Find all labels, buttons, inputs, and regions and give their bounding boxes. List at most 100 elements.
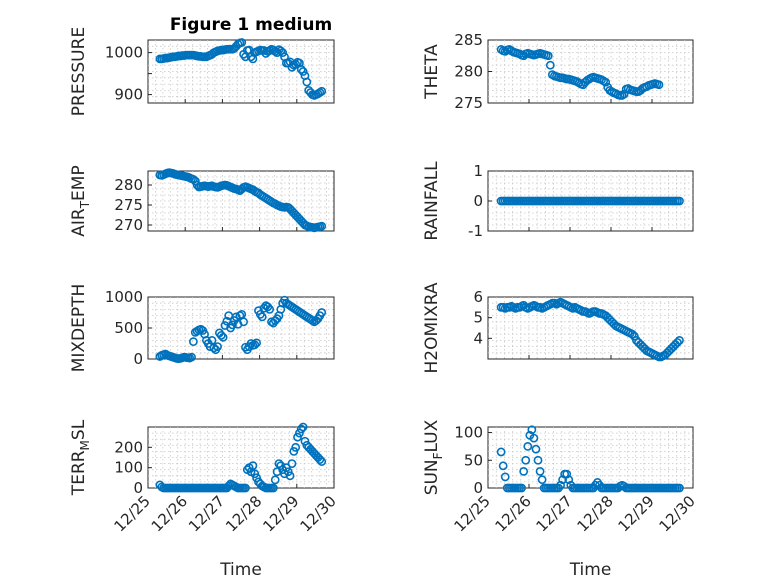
y-axis-label: THETA (422, 44, 442, 100)
data-point (293, 432, 302, 442)
data-point (675, 335, 684, 345)
y-tick-label: 1000 (105, 288, 143, 306)
series-markers (155, 422, 327, 493)
axes-box (487, 426, 694, 489)
x-tick-label: 12/25 (451, 492, 494, 535)
series-markers (496, 196, 684, 206)
y-tick-label: 0 (133, 479, 143, 497)
data-point (283, 467, 293, 477)
data-point (543, 51, 553, 61)
data-point (317, 457, 327, 466)
x-tick-label: 12/26 (492, 492, 535, 535)
y-tick-label: 900 (114, 86, 143, 104)
data-point (298, 422, 308, 432)
data-point (252, 473, 262, 483)
y-tick-label: 5 (473, 309, 483, 327)
data-point (302, 77, 312, 87)
data-point (529, 433, 539, 443)
y-tick-label: 0 (473, 192, 483, 210)
data-point (278, 48, 288, 57)
data-point (298, 67, 308, 76)
data-point (209, 343, 219, 353)
y-tick-label: 280 (454, 63, 483, 81)
data-point (675, 483, 684, 493)
y-axis-label: AIRTEMP (69, 165, 92, 236)
data-point (276, 461, 286, 471)
data-point (535, 466, 545, 476)
data-point (296, 65, 306, 74)
y-tick-label: 6 (473, 288, 483, 306)
data-point (257, 312, 267, 322)
data-point (531, 444, 541, 454)
data-point (265, 304, 275, 314)
data-point (218, 332, 228, 342)
data-point (228, 320, 237, 330)
data-point (629, 331, 639, 341)
x-tick-label: 12/25 (111, 492, 154, 535)
data-point (216, 331, 226, 340)
data-point (673, 338, 682, 347)
series-markers (496, 297, 684, 362)
x-tick-label: 12/29 (259, 492, 302, 535)
x-axis-label: Time (569, 560, 612, 580)
data-point (315, 455, 325, 464)
data-point (317, 221, 327, 231)
subplot-6: 4 5 6 H2OMIXRA (422, 282, 694, 374)
data-point (317, 308, 327, 317)
y-tick-label: 100 (454, 424, 483, 442)
data-point (533, 455, 543, 465)
data-point (296, 424, 306, 434)
data-point (627, 329, 637, 339)
y-tick-label: 280 (114, 176, 143, 194)
y-tick-label: 1000 (105, 44, 143, 62)
y-tick-label: 275 (454, 94, 483, 112)
data-point (213, 342, 222, 351)
y-tick-label: 285 (454, 31, 483, 49)
data-point (289, 446, 299, 456)
x-tick-label: 12/29 (615, 492, 658, 535)
x-tick-label: 12/30 (656, 492, 699, 535)
y-tick-label: 4 (473, 329, 483, 347)
data-point (675, 196, 684, 206)
data-point (500, 472, 510, 482)
data-point (237, 38, 247, 47)
y-tick-label: 1 (473, 162, 483, 180)
data-point (300, 436, 310, 446)
y-axis-label: H2OMIXRA (422, 282, 442, 373)
data-point (252, 338, 262, 348)
subplot-3: 270 275 280 AIRTEMP (69, 165, 335, 237)
data-point (239, 317, 249, 327)
data-point (295, 428, 304, 438)
subplot-5: 0 500 1000 MIXDEPTH (69, 284, 335, 373)
data-point (291, 442, 301, 452)
x-tick-label: 12/27 (533, 492, 576, 535)
data-point (654, 80, 664, 90)
data-point (248, 461, 258, 471)
series-markers (155, 38, 327, 100)
data-point (241, 483, 250, 493)
data-point (527, 425, 537, 435)
y-axis-label: MIXDEPTH (69, 284, 89, 373)
data-point (250, 340, 260, 350)
subplot-1: 900 1000 PRESSURE (69, 27, 335, 116)
y-axis-label: PRESSURE (69, 27, 89, 116)
data-point (246, 339, 256, 348)
series-markers (496, 45, 664, 100)
y-axis-label: SUNFLUX (422, 419, 445, 495)
data-point (521, 455, 531, 465)
data-point (517, 483, 527, 493)
data-point (250, 469, 260, 479)
data-point (498, 461, 508, 471)
subplot-2: 275 280 285 THETA (422, 31, 694, 112)
y-tick-label: 0 (473, 479, 483, 497)
y-tick-label: 200 (114, 438, 143, 456)
figure-title: Figure 1 medium (170, 15, 332, 35)
series-markers (496, 425, 684, 493)
data-point (317, 86, 327, 96)
data-point (274, 459, 284, 468)
y-axis-label: TERRMSL (69, 419, 92, 496)
data-point (601, 77, 611, 87)
